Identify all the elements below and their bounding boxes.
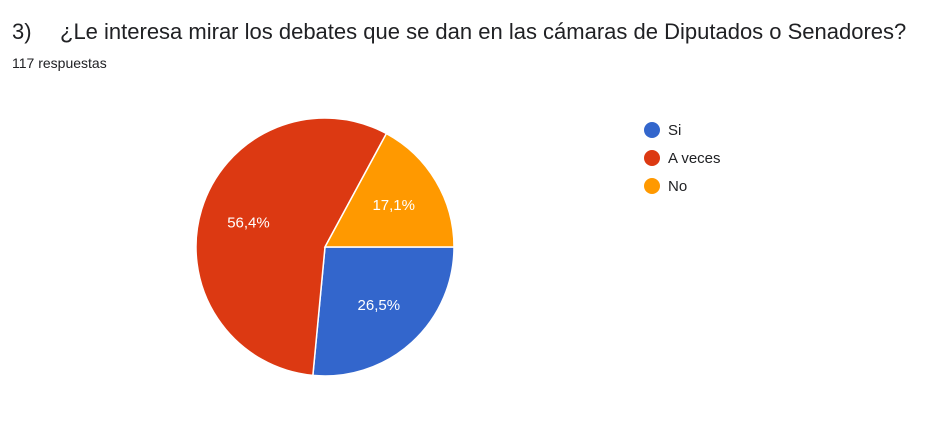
pie-slices <box>195 117 455 377</box>
pie-slice-2 <box>323 132 455 248</box>
pie-labels: 26,5% 56,4% 17,1% <box>227 197 415 314</box>
legend-label-2: No <box>668 177 688 195</box>
legend-item-1: A veces <box>644 144 721 172</box>
legend-item-2: No <box>644 172 721 200</box>
pie-slice-label-1: 56,4% <box>227 215 270 232</box>
question-text: ¿Le interesa mirar los debates que se da… <box>60 19 907 44</box>
pie-slice-0 <box>312 246 455 377</box>
legend-swatch-0 <box>644 122 660 138</box>
question-title: 3) ¿Le interesa mirar los debates que se … <box>12 18 906 46</box>
pie-slice-label-0: 26,5% <box>358 297 401 314</box>
response-count: 117 respuestas <box>12 55 107 71</box>
legend-swatch-2 <box>644 178 660 194</box>
pie-slice-1 <box>195 117 388 377</box>
question-number: 3) <box>12 19 32 44</box>
legend-label-1: A veces <box>668 149 721 167</box>
legend-swatch-1 <box>644 150 660 166</box>
legend-item-0: Si <box>644 116 721 144</box>
pie-slice-label-2: 17,1% <box>372 197 415 214</box>
legend-label-0: Si <box>668 121 682 139</box>
chart-legend: Si A veces No <box>644 116 721 200</box>
